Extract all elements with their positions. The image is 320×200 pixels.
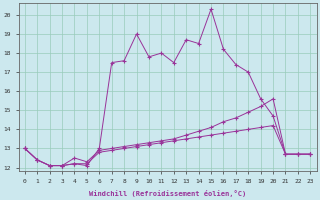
X-axis label: Windchill (Refroidissement éolien,°C): Windchill (Refroidissement éolien,°C) [89, 190, 246, 197]
